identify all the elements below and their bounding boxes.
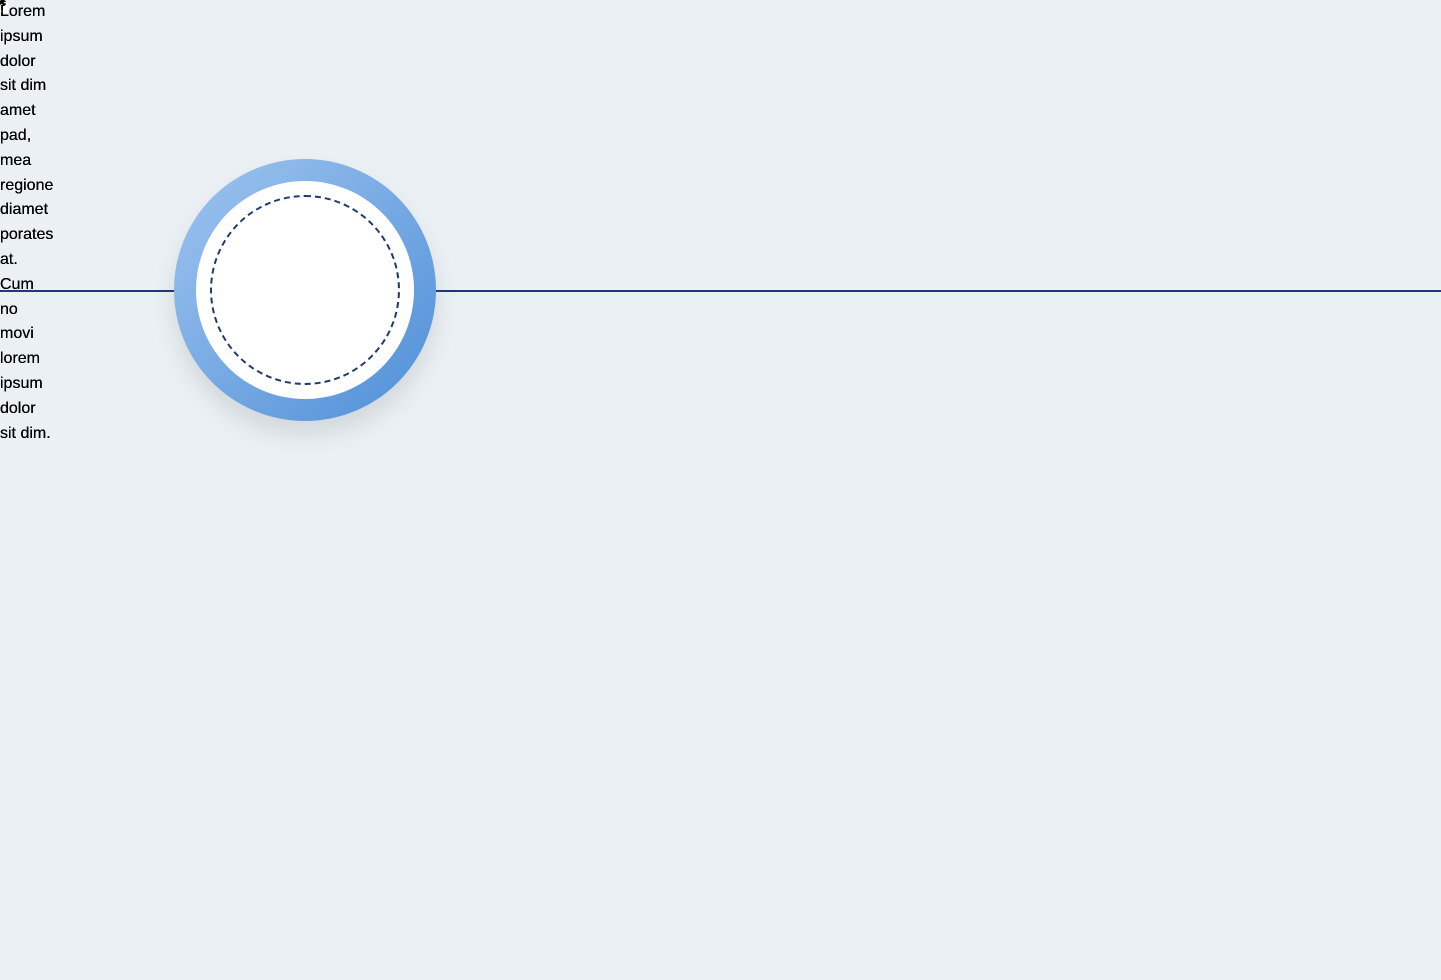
step-3-desc: Lorem ipsum dolor sit dim amet pad, mea …	[0, 0, 53, 446]
infographic-canvas: 1 Lorem ipsum dolor sit dim amet pad, me…	[0, 0, 1441, 980]
step-1-ring-dashed	[210, 195, 400, 385]
